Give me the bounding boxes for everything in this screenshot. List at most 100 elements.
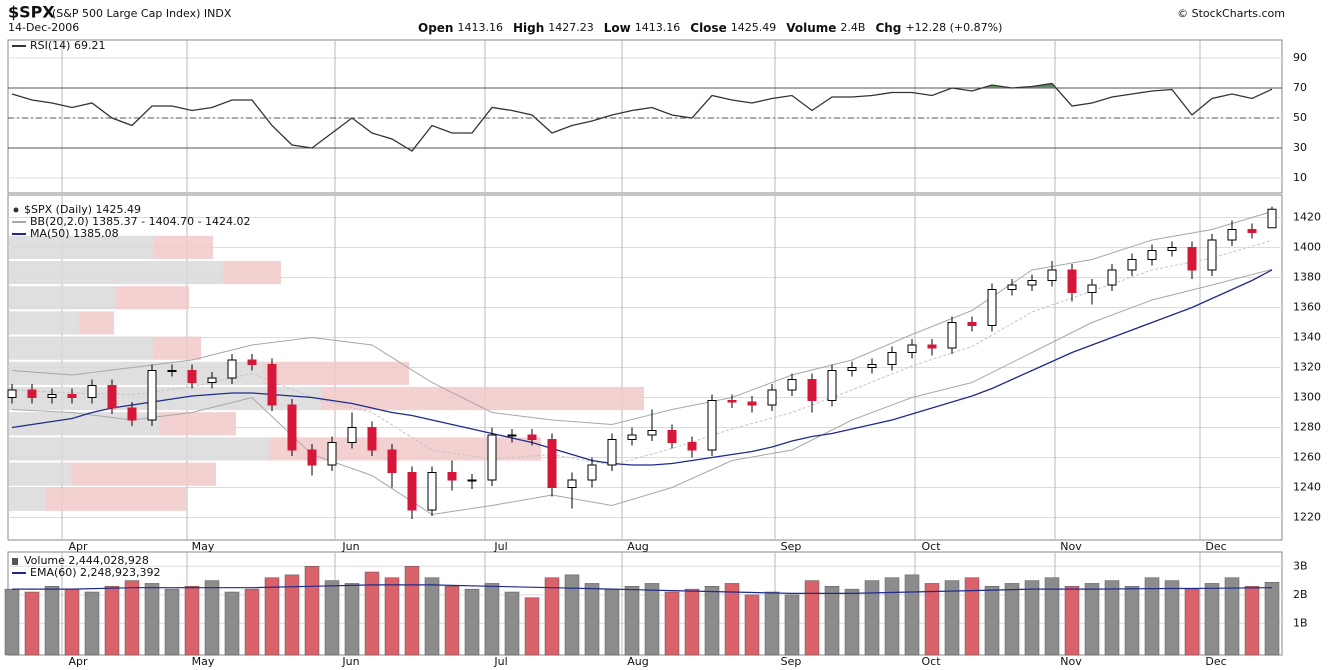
candle-body: [187, 370, 197, 383]
legend-icon: [12, 558, 18, 565]
candle-body: [1127, 259, 1137, 271]
volume-bar: [284, 574, 300, 656]
quote: Open 1413.16 High 1427.23 Low 1413.16 Close 142…: [418, 21, 1002, 35]
candle-body: [627, 434, 637, 440]
volume-profile-down: [79, 311, 114, 335]
candle-body: [167, 370, 177, 372]
volume-bar: [64, 588, 80, 656]
y-tick-label: 1240: [1293, 481, 1321, 494]
x-tick-label: Dec: [1205, 655, 1226, 668]
y-tick-label: 1340: [1293, 331, 1321, 344]
candle-body: [1207, 239, 1217, 271]
y-tick-label: 10: [1293, 171, 1307, 184]
legend-label: $SPX (Daily) 1425.49: [24, 203, 141, 216]
volume-profile-down: [153, 235, 213, 259]
volume-profile-up: [9, 462, 71, 486]
candle-body: [927, 344, 937, 349]
candle-body: [587, 464, 597, 481]
volume-bar: [384, 577, 400, 656]
y-tick-label: 1420: [1293, 211, 1321, 224]
x-tick-label: Sep: [781, 655, 802, 668]
volume-bar: [164, 588, 180, 656]
volume-bar: [764, 591, 780, 656]
candle-body: [907, 344, 917, 353]
candle-body: [87, 385, 97, 398]
symbol: $SPX: [8, 3, 55, 22]
volume-bar: [304, 566, 320, 656]
candle-body: [1007, 284, 1017, 290]
legend-icon: [13, 207, 19, 213]
volume-bar: [444, 586, 460, 656]
candle-body: [547, 439, 557, 488]
volume-profile-down: [46, 487, 186, 511]
volume-bar: [1044, 577, 1060, 656]
volume-bar: [904, 574, 920, 656]
y-tick-label: 50: [1293, 111, 1307, 124]
candle-body: [747, 401, 757, 406]
x-tick-label: Jun: [341, 540, 359, 553]
candle-body: [487, 434, 497, 481]
candle-body: [207, 377, 217, 383]
quote-value: 1413.16: [457, 21, 503, 34]
y-tick-label: 1260: [1293, 451, 1321, 464]
volume-profile-up: [9, 336, 153, 360]
volume-profile-up: [9, 311, 79, 335]
volume-profile-up: [9, 260, 223, 285]
y-tick-label: 1360: [1293, 301, 1321, 314]
candle-body: [427, 472, 437, 511]
volume-bar: [104, 586, 120, 656]
candle-body: [527, 434, 537, 440]
candle-body: [687, 442, 697, 451]
volume-bar: [644, 583, 660, 656]
volume-bar: [1264, 582, 1280, 656]
candle-body: [867, 364, 877, 368]
candle-body: [1047, 269, 1057, 281]
candle-body: [327, 442, 337, 466]
candle-body: [347, 427, 357, 443]
volume-bar: [504, 591, 520, 656]
quote-value: 1413.16: [635, 21, 681, 34]
volume-bar: [844, 588, 860, 656]
candle-body: [827, 370, 837, 401]
candle-body: [1267, 208, 1277, 229]
volume-bar: [564, 574, 580, 656]
candle-body: [287, 404, 297, 451]
date: 14-Dec-2006: [8, 21, 79, 34]
volume-bar: [724, 583, 740, 656]
y-tick-label: 1300: [1293, 391, 1321, 404]
quote-value: +12.28 (+0.87%): [905, 21, 1002, 34]
candle-body: [787, 379, 797, 391]
candle-body: [67, 394, 77, 398]
candle-body: [847, 367, 857, 371]
quote-value: 2.4B: [840, 21, 865, 34]
legend-label: MA(50) 1385.08: [30, 227, 119, 240]
candle-body: [467, 479, 477, 482]
quote-value: 1427.23: [548, 21, 594, 34]
volume-bar: [124, 580, 140, 656]
legend-label: Volume 2,444,028,928: [24, 554, 149, 567]
volume-profile-down: [71, 462, 216, 486]
candle-body: [887, 352, 897, 365]
volume-bar: [484, 583, 500, 656]
candle-body: [307, 449, 317, 466]
candle-body: [1187, 247, 1197, 271]
quote-value: 1425.49: [731, 21, 777, 34]
volume-profile-down: [223, 260, 281, 285]
volume-bar: [224, 591, 240, 656]
volume-profile-up: [9, 437, 269, 461]
volume-bar: [24, 591, 40, 656]
credit: © StockCharts.com: [1177, 7, 1285, 20]
volume-bar: [404, 566, 420, 656]
volume-profile-up: [9, 361, 263, 385]
y-tick-label: 1B: [1293, 616, 1308, 629]
candle-body: [967, 322, 977, 326]
volume-bar: [1164, 580, 1180, 656]
candle-body: [507, 434, 517, 437]
volume-bar: [1064, 586, 1080, 656]
rsi-panel: [7, 39, 1283, 194]
volume-bar: [1224, 577, 1240, 656]
y-tick-label: 90: [1293, 51, 1307, 64]
y-tick-label: 1400: [1293, 241, 1321, 254]
